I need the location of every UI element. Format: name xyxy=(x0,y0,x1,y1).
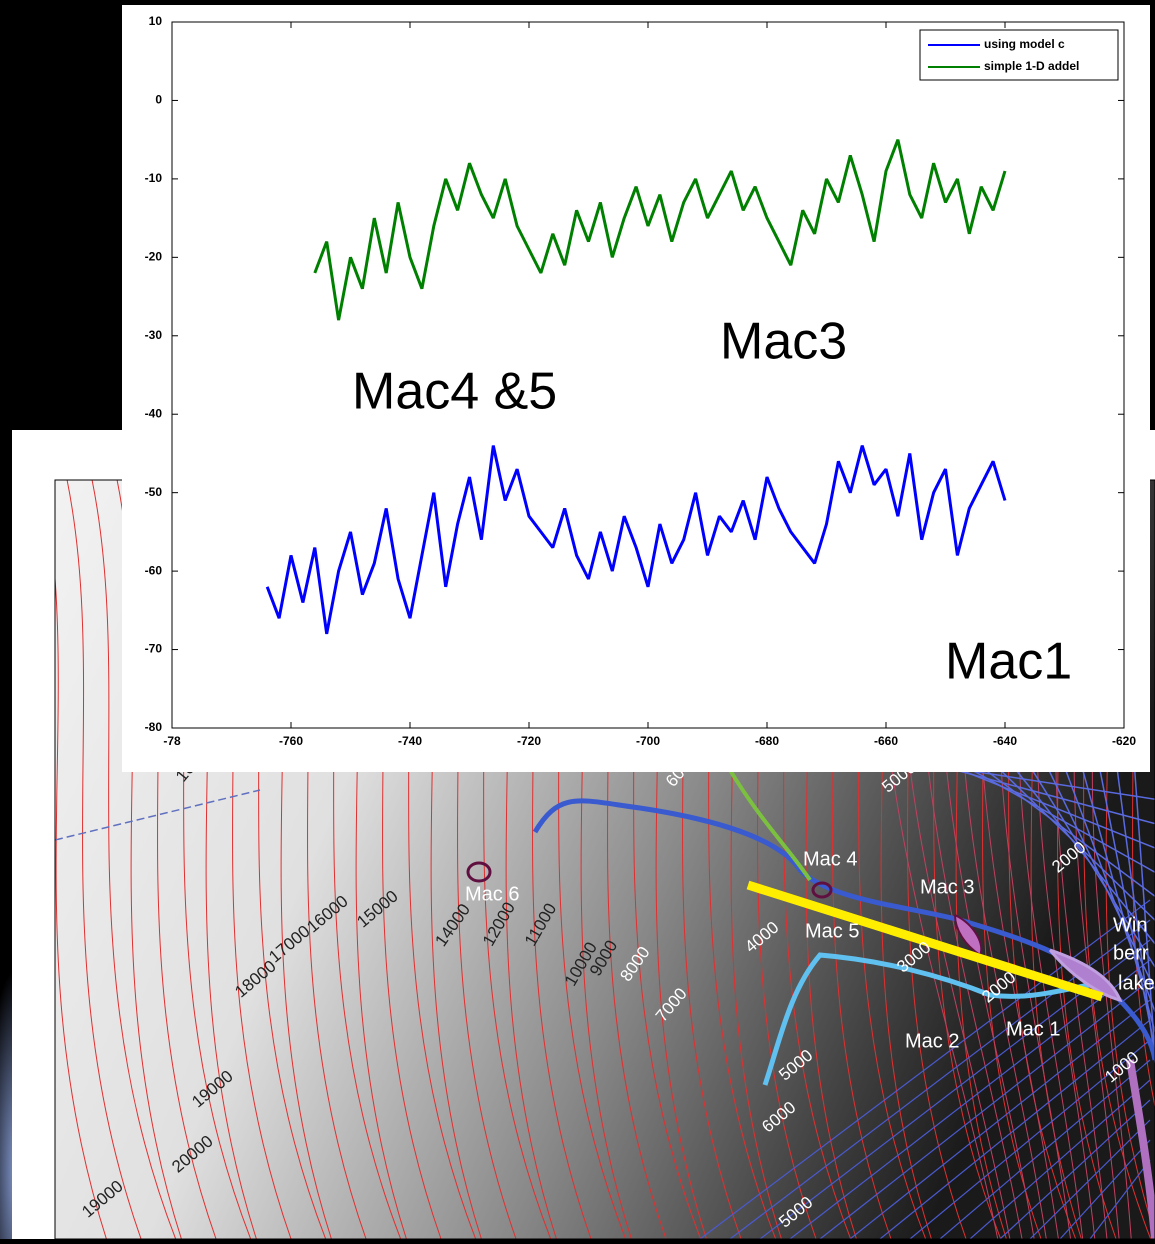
lake-outline xyxy=(1126,1059,1155,1239)
x-tick-label: -720 xyxy=(517,734,541,748)
x-tick-label: -740 xyxy=(398,734,422,748)
map-axis-label: -1000 xyxy=(23,1152,53,1219)
y-tick-label: 10 xyxy=(149,14,163,28)
map-place-label: lake xyxy=(1118,972,1155,994)
y-tick-label: -50 xyxy=(145,485,163,499)
annotation: Mac1 xyxy=(945,633,1072,691)
legend-box xyxy=(919,29,1119,81)
flight-line xyxy=(789,959,1151,1239)
map-place-label: Win xyxy=(1113,914,1147,936)
map-axis-label: -900 xyxy=(23,959,53,1011)
flight-line xyxy=(1029,1119,1151,1239)
ice-flow xyxy=(762,952,1091,1086)
map-place-label: Mac 4 xyxy=(803,848,857,870)
x-tick-label: -700 xyxy=(636,734,660,748)
x-tick-label: -640 xyxy=(993,734,1017,748)
flight-line xyxy=(1133,759,1155,1066)
flight-line xyxy=(935,759,1155,849)
ice-flow xyxy=(728,768,812,882)
flight-line xyxy=(879,1019,1151,1239)
annotation: Mac4 &5 xyxy=(352,363,557,421)
y-tick-label: -30 xyxy=(145,328,163,342)
chart-panel: -80 -70 -60 -50 -40 -30 -20 -10 0 10 -78 -760 -740 -7… xyxy=(122,5,1150,772)
annotation: Mac3 xyxy=(720,313,847,371)
lake-outline xyxy=(466,861,492,883)
flight-line xyxy=(999,1099,1151,1239)
lake-outline xyxy=(811,881,833,899)
contour-line xyxy=(55,572,108,1239)
lake-outline xyxy=(1048,948,1123,1003)
map-axis-label: -700 xyxy=(23,554,53,606)
flight-line xyxy=(1025,759,1155,969)
flight-line xyxy=(1089,1159,1151,1239)
map-place-label: Mac 2 xyxy=(905,1030,959,1052)
data-line xyxy=(265,445,1007,635)
flight-line xyxy=(1059,1139,1151,1239)
flight-line xyxy=(909,1039,1151,1239)
flight-line xyxy=(55,789,261,841)
x-tick-label: -660 xyxy=(874,734,898,748)
profile-line xyxy=(746,880,1104,1002)
contour-line xyxy=(91,480,177,1239)
map-place-label: Mac 3 xyxy=(920,876,974,898)
y-tick-label: -20 xyxy=(145,250,163,264)
y-tick-label: 0 xyxy=(155,93,162,107)
flight-line xyxy=(1061,759,1155,1014)
y-tick-label: -70 xyxy=(145,642,163,656)
legend-label: using model c xyxy=(984,37,1065,51)
flight-line xyxy=(989,759,1155,922)
flight-line xyxy=(939,1059,1151,1239)
flight-line xyxy=(953,759,1155,874)
legend: using model c simple 1-D addel xyxy=(919,29,1119,81)
y-tick-label: -60 xyxy=(145,563,163,577)
flight-line xyxy=(971,759,1155,898)
flight-line xyxy=(1043,759,1155,992)
y-tick-label: -10 xyxy=(145,171,163,185)
map-place-label: berr xyxy=(1113,942,1149,964)
flight-line xyxy=(849,999,1151,1239)
legend-label: simple 1-D addel xyxy=(984,59,1079,73)
x-tick-label: -760 xyxy=(279,734,303,748)
chart-background xyxy=(122,5,1150,772)
flight-line xyxy=(969,1079,1151,1239)
x-tick-label: -78 xyxy=(163,734,181,748)
map-axis-label: -800 xyxy=(23,756,53,808)
y-tick-label: -40 xyxy=(145,406,163,420)
y-tick-label: -80 xyxy=(145,720,163,734)
map-place-label: Mac 5 xyxy=(805,920,859,942)
flight-line xyxy=(1007,759,1155,945)
map-axis-label: -11( xyxy=(40,446,85,476)
x-tick-label: -620 xyxy=(1112,734,1136,748)
map-place-label: Mac 6 xyxy=(465,883,519,905)
x-tick-label: -680 xyxy=(755,734,779,748)
data-line xyxy=(313,139,1007,321)
flight-line xyxy=(699,899,1151,1239)
flight-line xyxy=(819,979,1151,1239)
map-place-label: Mac 1 xyxy=(1006,1018,1060,1040)
